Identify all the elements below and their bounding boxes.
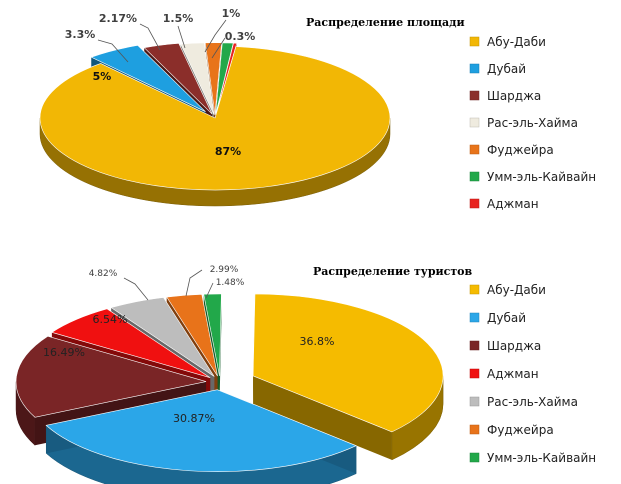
legend-item: Абу-Даби: [487, 283, 546, 297]
legend-swatch: [469, 368, 480, 379]
pie-slice-7: [203, 293, 222, 377]
pie-slice-3: [15, 335, 207, 418]
data-label: 30.87%: [173, 412, 215, 425]
leader-line: [211, 37, 226, 59]
legend-item: Дубай: [487, 62, 526, 76]
data-label: 2.17%: [99, 12, 137, 25]
data-label: 87%: [215, 145, 241, 158]
legend-swatch: [469, 171, 480, 182]
chart-title: Распределение туристов: [313, 265, 473, 278]
pie-slices: [15, 293, 444, 484]
pie-slice-1: [252, 293, 444, 433]
leader-line: [139, 23, 161, 51]
data-label: 4.82%: [89, 269, 118, 279]
pie-slice-5: [110, 297, 215, 377]
data-label: 1%: [222, 7, 241, 20]
legend-item: Фуджейра: [487, 423, 554, 437]
data-label: 6.54%: [93, 313, 128, 326]
legend-swatch: [469, 36, 480, 47]
slice-cut-face: [253, 375, 392, 460]
leader-line: [97, 39, 129, 63]
legend-item: Умм-эль-Кайвайн: [487, 451, 596, 465]
legend-item: Рас-эль-Хайма: [487, 116, 578, 130]
leader-line: [177, 25, 186, 49]
pie-slices: [39, 42, 391, 207]
data-label: 5%: [93, 70, 112, 83]
data-label: 16.49%: [43, 346, 85, 359]
legend-item: Абу-Даби: [487, 35, 546, 49]
slice-labels: 87% 5% 3.3%2.17% 1.5% 1% 0.3%: [65, 7, 256, 158]
pie-slice-3: [143, 43, 213, 115]
legend-item: Умм-эль-Кайвайн: [487, 170, 596, 184]
pie-slice-4: [180, 42, 215, 115]
leader-line: [123, 277, 149, 301]
data-label: 0.3%: [225, 30, 256, 43]
legend-swatch: [469, 144, 480, 155]
legend-swatch: [469, 90, 480, 101]
pie-slice-4: [51, 308, 211, 378]
legend: Абу-Даби Дубай Шарджа Аджман Рас-эль-Хайма Фу…: [469, 283, 596, 465]
legend-item: Шарджа: [487, 89, 541, 103]
data-label: 3.3%: [65, 28, 96, 41]
legend-swatch: [469, 312, 480, 323]
legend-swatch: [469, 340, 480, 351]
legend-swatch: [469, 117, 480, 128]
legend-swatch: [469, 198, 480, 209]
chart-title: Распределение площади: [306, 16, 465, 29]
pie-slice-2: [90, 45, 206, 112]
legend-item: Аджман: [487, 367, 539, 381]
legend: Абу-Даби Дубай Шарджа Рас-эль-Хайма Фуджейра…: [469, 35, 596, 211]
pie-slice-1: [39, 46, 391, 191]
slice-labels: 36.8% 30.87% 16.49% 6.54% 4.82% 2.99% 1.48%: [43, 265, 334, 425]
leader-line: [185, 269, 203, 297]
legend-swatch: [469, 63, 480, 74]
legend-item: Фуджейра: [487, 143, 554, 157]
legend-swatch: [469, 284, 480, 295]
data-label: 2.99%: [210, 265, 239, 275]
tourists-pie-chart: Распределение туристов 36.8% 30.87% 16.49%…: [15, 265, 596, 484]
legend-item: Шарджа: [487, 339, 541, 353]
legend-swatch: [469, 424, 480, 435]
legend-item: Дубай: [487, 311, 526, 325]
area-pie-chart: Распределение площади 87% 5% 3.3%2.17% 1.5%…: [39, 7, 596, 211]
legend-swatch: [469, 452, 480, 463]
legend-swatch: [469, 396, 480, 407]
pie-slice-2: [45, 389, 357, 472]
legend-item: Рас-эль-Хайма: [487, 395, 578, 409]
leader-line: [204, 19, 227, 53]
legend-item: Аджман: [487, 197, 539, 211]
pie-slice-6: [166, 294, 218, 377]
data-label: 36.8%: [300, 335, 335, 348]
leader-line: [205, 282, 214, 299]
data-label: 1.5%: [163, 12, 194, 25]
data-label: 1.48%: [216, 278, 245, 288]
